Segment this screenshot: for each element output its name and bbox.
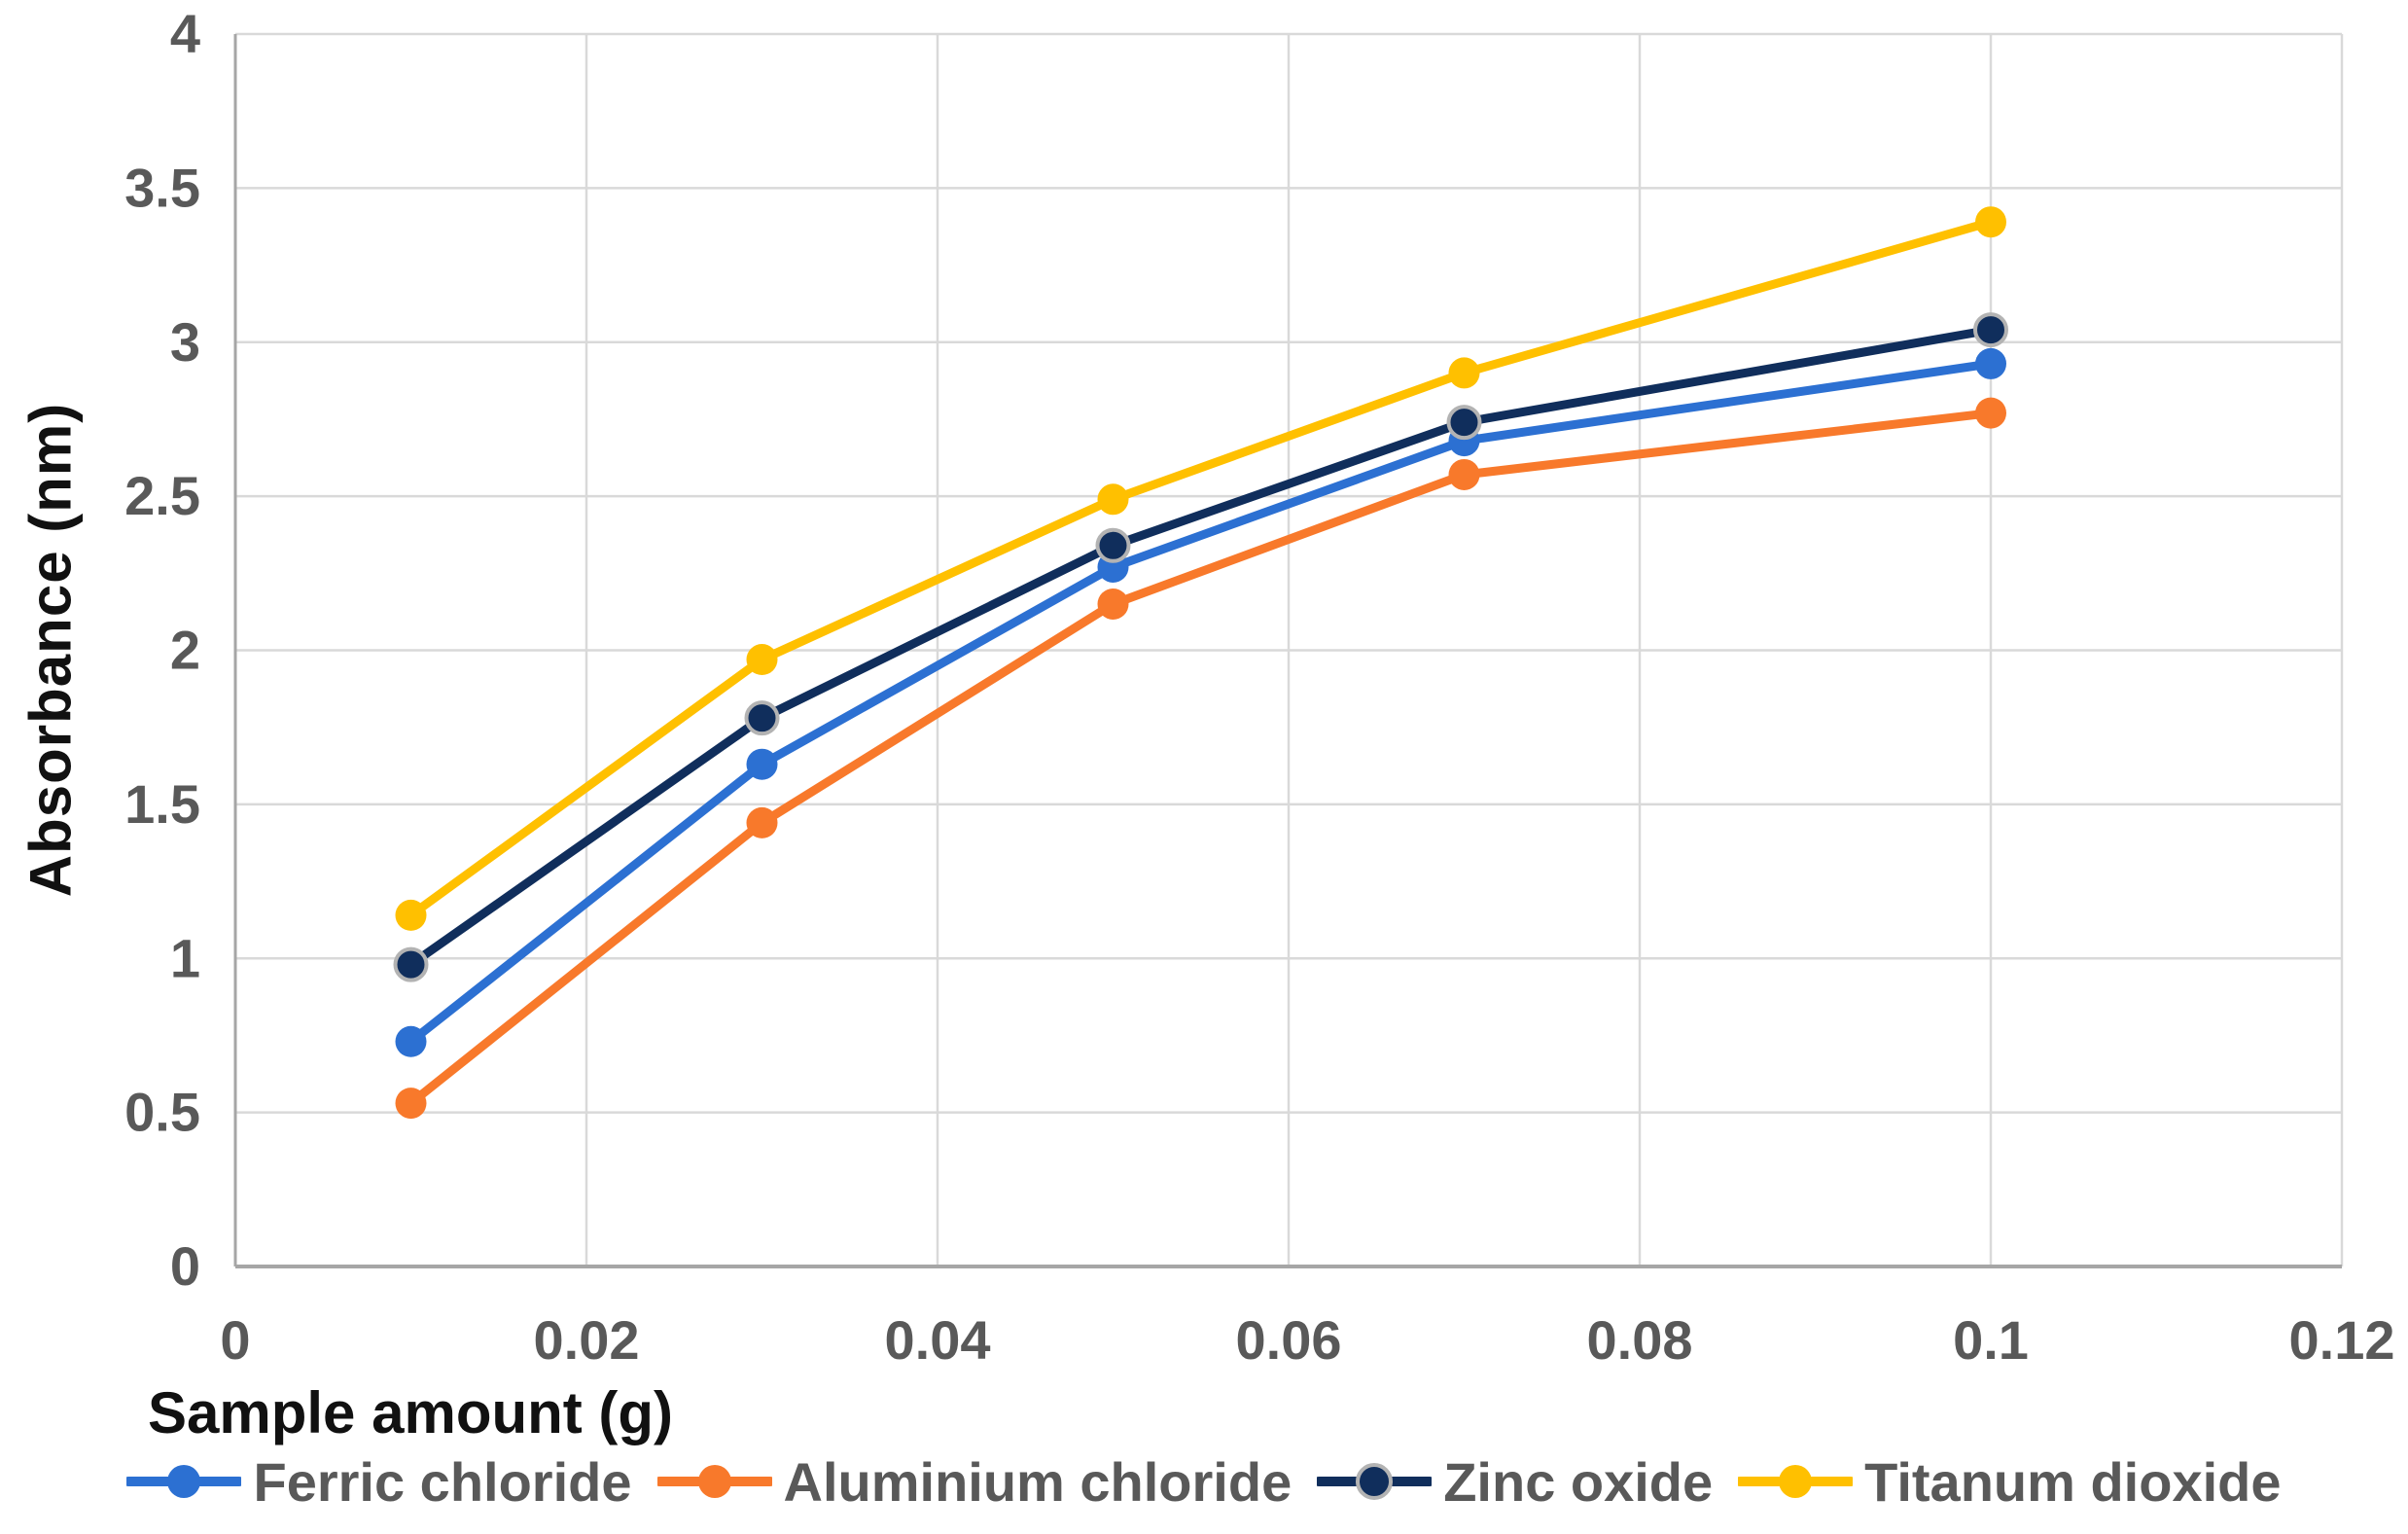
data-point-aluminium-chloride — [1975, 397, 2006, 429]
data-point-aluminium-chloride — [746, 806, 778, 838]
y-tick-label: 0.5 — [124, 1082, 200, 1143]
data-point-titanum-dioxide — [746, 644, 778, 676]
y-tick-label: 2 — [170, 620, 200, 681]
data-point-ferric-chloride — [1975, 347, 2006, 379]
y-tick-label: 0 — [170, 1235, 200, 1297]
data-point-zinc-oxide — [1095, 527, 1131, 563]
y-tick-label: 3 — [170, 311, 200, 373]
data-point-aluminium-chloride — [395, 1088, 427, 1120]
data-point-ferric-chloride — [746, 748, 778, 780]
x-tick-label: 0.06 — [1236, 1309, 1342, 1371]
legend-marker-icon — [126, 1465, 242, 1498]
data-point-ferric-chloride — [395, 1025, 427, 1057]
x-tick-label: 0.04 — [885, 1309, 991, 1371]
data-point-titanum-dioxide — [1975, 206, 2006, 238]
x-tick-label: 0.08 — [1587, 1309, 1693, 1371]
data-point-titanum-dioxide — [395, 899, 427, 931]
data-point-zinc-oxide — [393, 946, 429, 982]
x-tick-label: 0.12 — [2289, 1309, 2395, 1371]
y-tick-label: 1.5 — [124, 773, 200, 835]
y-tick-label: 1 — [170, 927, 200, 988]
legend-item-zinc-oxide: Zinc oxide — [1317, 1447, 1713, 1516]
legend-marker-icon — [1738, 1465, 1854, 1498]
legend-label: Titanum dioxide — [1864, 1450, 2282, 1513]
data-point-zinc-oxide — [1973, 312, 2008, 348]
x-tick-label: 0 — [220, 1309, 250, 1371]
legend-item-titanum-dioxide: Titanum dioxide — [1738, 1447, 2282, 1516]
legend-marker-icon — [656, 1465, 772, 1498]
x-axis-title: Sample amount (g) — [148, 1380, 674, 1445]
data-point-aluminium-chloride — [1097, 588, 1129, 620]
legend-label: Aluminium chloride — [783, 1450, 1293, 1513]
legend-item-aluminium-chloride: Aluminium chloride — [656, 1447, 1293, 1516]
y-tick-label: 2.5 — [124, 465, 200, 526]
x-tick-label: 0.02 — [534, 1309, 640, 1371]
data-point-titanum-dioxide — [1448, 357, 1480, 389]
legend-label: Zinc oxide — [1443, 1450, 1714, 1513]
line-chart-plot: 0 0.5 1 1.5 2 2.5 3 3.5 4 0 0.02 0.04 0.06 0.08 0.1 0.1… — [124, 3, 2395, 1371]
y-axis-title: Absorbance (nm) — [18, 402, 84, 898]
data-point-aluminium-chloride — [1448, 458, 1480, 490]
legend: Ferric chloride Aluminium chloride Zinc ox… — [0, 1447, 2408, 1516]
data-point-titanum-dioxide — [1097, 483, 1129, 516]
y-tick-label: 4 — [170, 3, 200, 64]
legend-label: Ferric chloride — [253, 1450, 632, 1513]
x-tick-label: 0.1 — [1953, 1309, 2029, 1371]
series-line-zinc-oxide — [407, 325, 1996, 970]
legend-item-ferric-chloride: Ferric chloride — [126, 1447, 632, 1516]
y-tick-label: 3.5 — [124, 157, 200, 218]
data-point-zinc-oxide — [744, 700, 780, 736]
data-point-zinc-oxide — [1446, 405, 1482, 441]
legend-marker-icon — [1317, 1463, 1433, 1500]
